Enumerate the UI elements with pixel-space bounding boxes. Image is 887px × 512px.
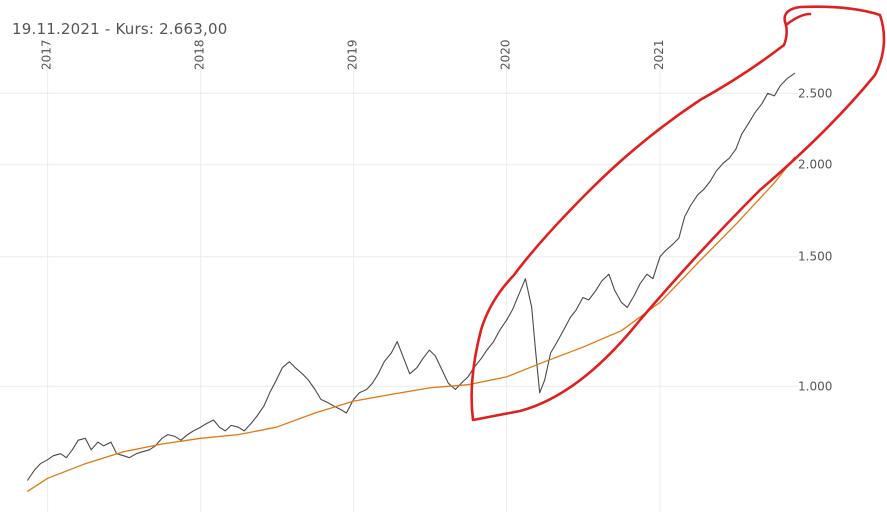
axis-ticks: 1.000 1.500 2.000 2.500 2017 2018 2019 2020 2021 — [40, 39, 833, 393]
grid-lines — [0, 40, 798, 512]
x-tick-label: 2017 — [40, 39, 54, 70]
y-tick-label: 1.000 — [798, 379, 832, 393]
x-tick-label: 2019 — [346, 39, 360, 70]
y-tick-label: 2.000 — [798, 158, 832, 172]
chart-header: 19.11.2021 - Kurs: 2.663,00 — [12, 20, 227, 38]
x-tick-label: 2021 — [652, 39, 666, 70]
x-tick-label: 2018 — [193, 39, 207, 70]
annotation-tail — [784, 12, 812, 27]
annotation — [470, 5, 886, 422]
series-lines — [26, 72, 796, 492]
x-tick-label: 2020 — [499, 39, 513, 70]
annotation-outline — [470, 5, 886, 422]
header-price-label: Kurs: — [115, 20, 155, 38]
header-date: 19.11.2021 — [12, 20, 100, 38]
y-tick-label: 2.500 — [798, 86, 832, 100]
y-tick-label: 1.500 — [798, 250, 832, 264]
header-separator: - — [99, 20, 116, 38]
price-line — [26, 72, 796, 481]
moving-average-line — [27, 156, 796, 492]
header-price-value: 2.663,00 — [159, 20, 228, 38]
